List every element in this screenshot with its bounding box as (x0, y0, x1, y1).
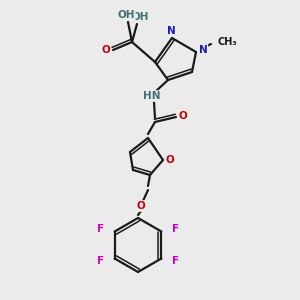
Text: OH: OH (131, 12, 149, 22)
Text: HN: HN (143, 91, 161, 101)
Text: N: N (199, 45, 207, 55)
Text: O: O (166, 155, 174, 165)
Text: O: O (136, 201, 146, 211)
Text: CH₃: CH₃ (218, 37, 238, 47)
Text: N: N (167, 26, 176, 36)
Text: O: O (178, 111, 188, 121)
Text: F: F (97, 256, 104, 266)
Text: F: F (97, 224, 104, 235)
Text: F: F (172, 224, 179, 235)
Text: O: O (102, 45, 110, 55)
Text: F: F (172, 256, 179, 266)
Text: OH: OH (117, 10, 135, 20)
